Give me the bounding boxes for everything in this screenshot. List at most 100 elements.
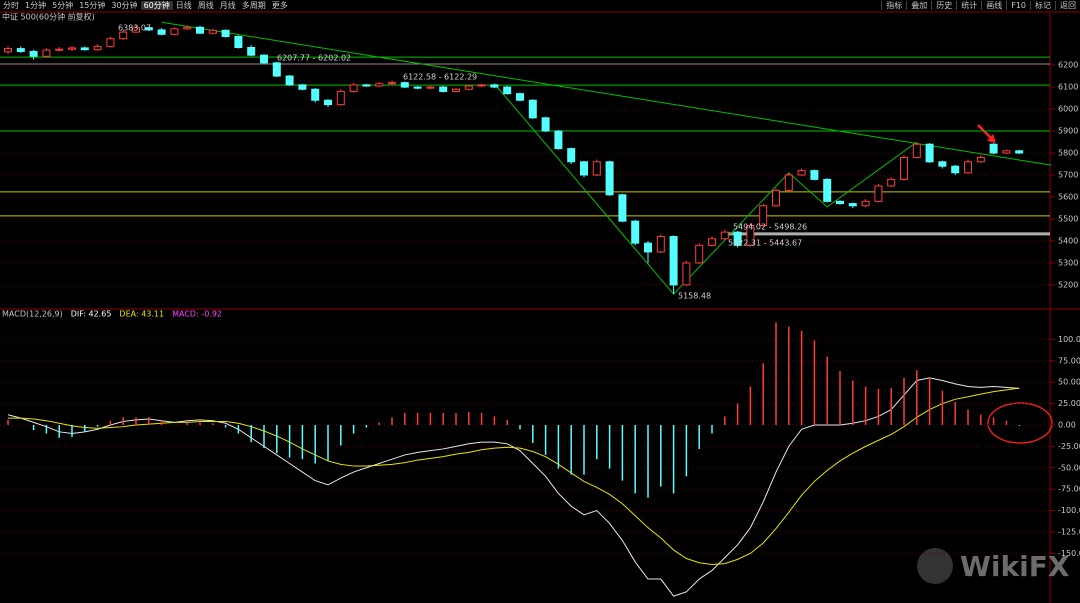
candle-body (336, 90, 345, 106)
candle-body (900, 156, 908, 180)
candle-body (797, 170, 806, 176)
candle-body (221, 29, 230, 37)
candle-body (746, 225, 755, 246)
tab[interactable]: 30分钟 (111, 1, 138, 10)
candle-body (528, 99, 537, 119)
candle-body (733, 231, 742, 246)
candle-body (80, 47, 89, 51)
tab[interactable]: 5分钟 (52, 1, 74, 10)
tab[interactable]: F10 (1006, 1, 1030, 10)
candle-body (132, 27, 140, 33)
tab[interactable]: 统计 (956, 1, 982, 10)
candle-body (375, 83, 384, 87)
tab[interactable]: 返回 (1055, 1, 1080, 10)
tab[interactable]: 1分钟 (25, 1, 47, 10)
readout: DEA: 43.11 (119, 310, 164, 319)
candle-body (810, 170, 819, 180)
candle-body (42, 49, 51, 57)
candle-body (580, 161, 588, 176)
tab[interactable]: 更多 (271, 1, 288, 10)
candle-body (477, 84, 486, 87)
annotation: 5158.48 (678, 292, 711, 301)
macd-readout: MACD(12,26,9) DIF: 42.65 DEA: 43.11 MACD: -… (2, 310, 222, 319)
candle-body (759, 205, 768, 227)
tab[interactable]: 历史 (931, 1, 957, 10)
y-tick-label: 5500 (1058, 214, 1078, 223)
annotation: 6122.58 - 6122.29 (403, 73, 477, 82)
candle-body (541, 117, 550, 132)
arrow-head (987, 134, 996, 143)
y-tick-label: 5700 (1058, 170, 1078, 179)
candle-body (592, 161, 601, 176)
candle-body (1015, 150, 1024, 154)
candle-body (784, 174, 793, 191)
tab[interactable]: 画线 (981, 1, 1007, 10)
readout: MACD: -0.92 (172, 310, 222, 319)
candle-body (695, 244, 704, 264)
candle-body (183, 26, 192, 30)
tab[interactable]: 周线 (197, 1, 214, 10)
tab[interactable]: 60分钟 (140, 1, 173, 10)
candle-body (68, 47, 76, 50)
candle-body (964, 161, 972, 174)
candle-body (989, 143, 998, 154)
chart-title: 中证 500(60分钟 前复权) (2, 12, 95, 22)
candle-body (362, 84, 371, 87)
candle-body (285, 75, 294, 86)
candle-body (464, 85, 473, 90)
tab[interactable]: 日线 (175, 1, 192, 10)
y-tick-label: -150.00 (1058, 549, 1080, 558)
candle-body (157, 29, 166, 35)
candle-body (208, 29, 217, 34)
annotation: 5494.02 - 5498.26 (733, 223, 807, 232)
candle-body (848, 203, 857, 207)
candle-body (772, 189, 780, 207)
candle-body (272, 62, 281, 77)
candle-body (196, 26, 204, 34)
candle-body (887, 178, 896, 187)
y-tick-label: 100.00 (1058, 335, 1080, 344)
watermark: WikiFX (960, 550, 1070, 583)
y-tick-label: 0.00 (1058, 420, 1076, 429)
macd-line (7, 377, 1020, 597)
candle-body (234, 35, 243, 48)
watermark-logo (917, 548, 953, 584)
y-tick-label: 50.00 (1058, 378, 1080, 387)
candle-body (912, 143, 921, 158)
candle-body (708, 238, 716, 246)
candle-body (682, 262, 691, 286)
candle-body (669, 236, 678, 286)
tab[interactable]: 标记 (1030, 1, 1055, 10)
y-tick-label: 5900 (1058, 127, 1078, 136)
tab[interactable]: 月线 (219, 1, 236, 10)
candle-body (823, 178, 832, 202)
candle-body (618, 194, 627, 222)
macd-line (8, 387, 1020, 565)
candle-body (1002, 150, 1011, 154)
candle-body (247, 46, 256, 56)
y-tick-label: 5300 (1058, 258, 1078, 267)
tab[interactable]: 多周期 (241, 1, 266, 10)
tab[interactable]: 15分钟 (79, 1, 106, 10)
tab[interactable]: 指标 (881, 1, 907, 10)
candle-body (413, 86, 422, 89)
y-tick-label: 5200 (1058, 280, 1078, 289)
candle-body (388, 82, 396, 85)
y-tick-label: 75.00 (1058, 356, 1080, 365)
y-tick-label: -50.00 (1058, 463, 1080, 472)
candle-body (93, 45, 102, 51)
readout: DIF: 42.65 (71, 310, 112, 319)
y-tick-label: 5400 (1058, 236, 1078, 245)
tool-buttons: 指标 叠加 历史 统计 画线 F10 标记 返回 (881, 0, 1080, 11)
tab[interactable]: 分时 (3, 1, 19, 10)
toolbar: 分时 1分钟 5分钟 15分钟 30分钟 60分钟 日线 周线 月线 多周期 更多 指标 叠加 历史 统计画… (0, 0, 1080, 11)
candle-body (29, 50, 38, 57)
tab[interactable]: 叠加 (906, 1, 932, 10)
candle-body (349, 84, 358, 92)
annotation: 5422.31 - 5443.67 (728, 239, 802, 248)
trend-line (494, 83, 918, 295)
annotation: 6383.07 (118, 24, 151, 33)
y-tick-label: 25.00 (1058, 399, 1080, 408)
candle-body (836, 200, 844, 205)
